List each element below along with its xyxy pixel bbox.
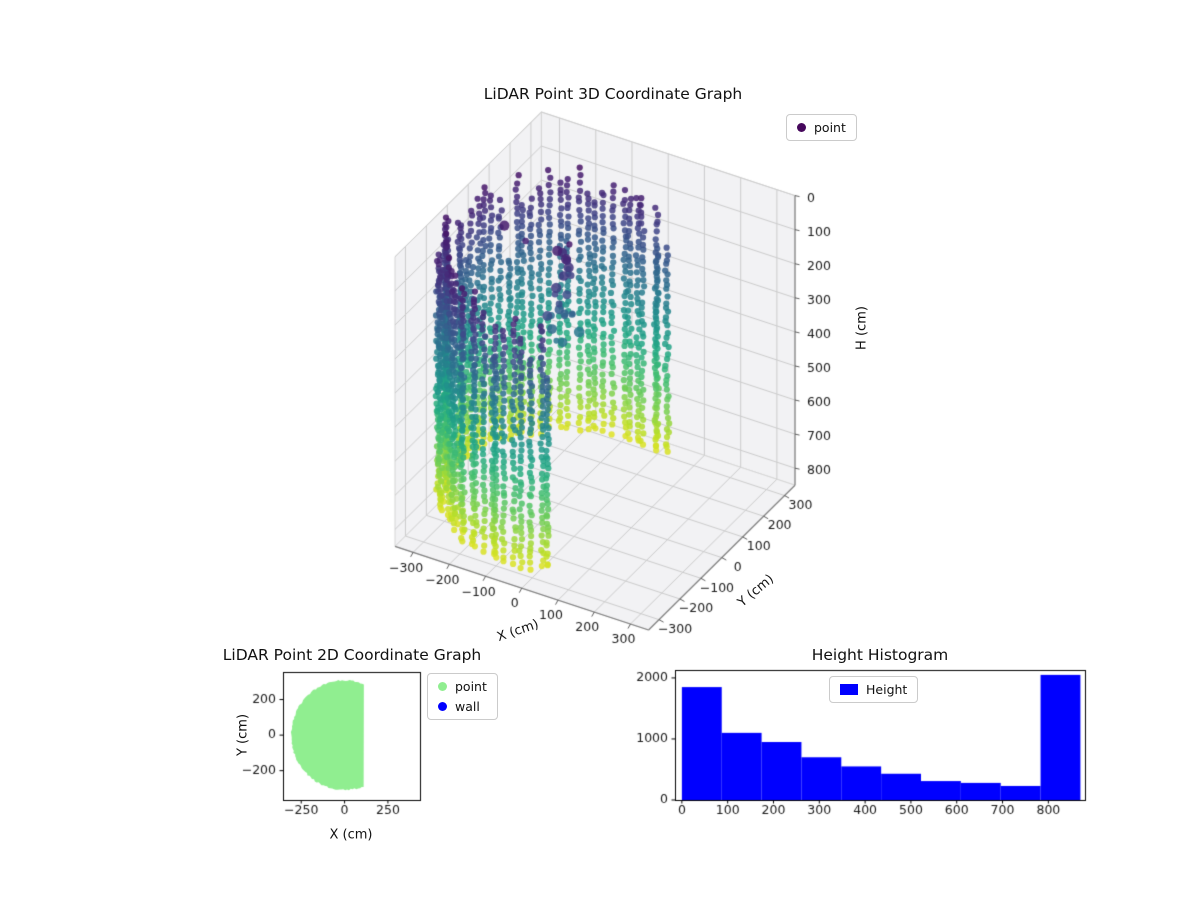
axis-label-h-3d: H (cm) bbox=[854, 306, 870, 350]
legend-label: point bbox=[455, 679, 487, 694]
chart-3d-title: LiDAR Point 3D Coordinate Graph bbox=[483, 85, 743, 103]
legend-item-point: point bbox=[797, 120, 846, 135]
legend-label: Height bbox=[866, 682, 908, 697]
legend-dot-icon bbox=[438, 702, 447, 711]
chart-2d-title: LiDAR Point 2D Coordinate Graph bbox=[222, 646, 482, 664]
legend-patch-icon bbox=[840, 684, 858, 695]
legend-item-Height: Height bbox=[840, 682, 907, 697]
legend-item-wall: wall bbox=[438, 699, 487, 714]
legend-histogram: Height bbox=[829, 676, 919, 703]
legend-3d: point bbox=[786, 114, 857, 141]
axis-label-y-2d: Y (cm) bbox=[235, 713, 251, 757]
axis-label-x-2d: X (cm) bbox=[329, 827, 373, 843]
legend-dot-icon bbox=[438, 682, 447, 691]
legend-item-point: point bbox=[438, 679, 487, 694]
legend-dot-icon bbox=[797, 123, 806, 132]
legend-label: point bbox=[814, 120, 846, 135]
legend-label: wall bbox=[455, 699, 480, 714]
legend-2d: point wall bbox=[427, 673, 498, 720]
histogram-title: Height Histogram bbox=[811, 646, 949, 664]
